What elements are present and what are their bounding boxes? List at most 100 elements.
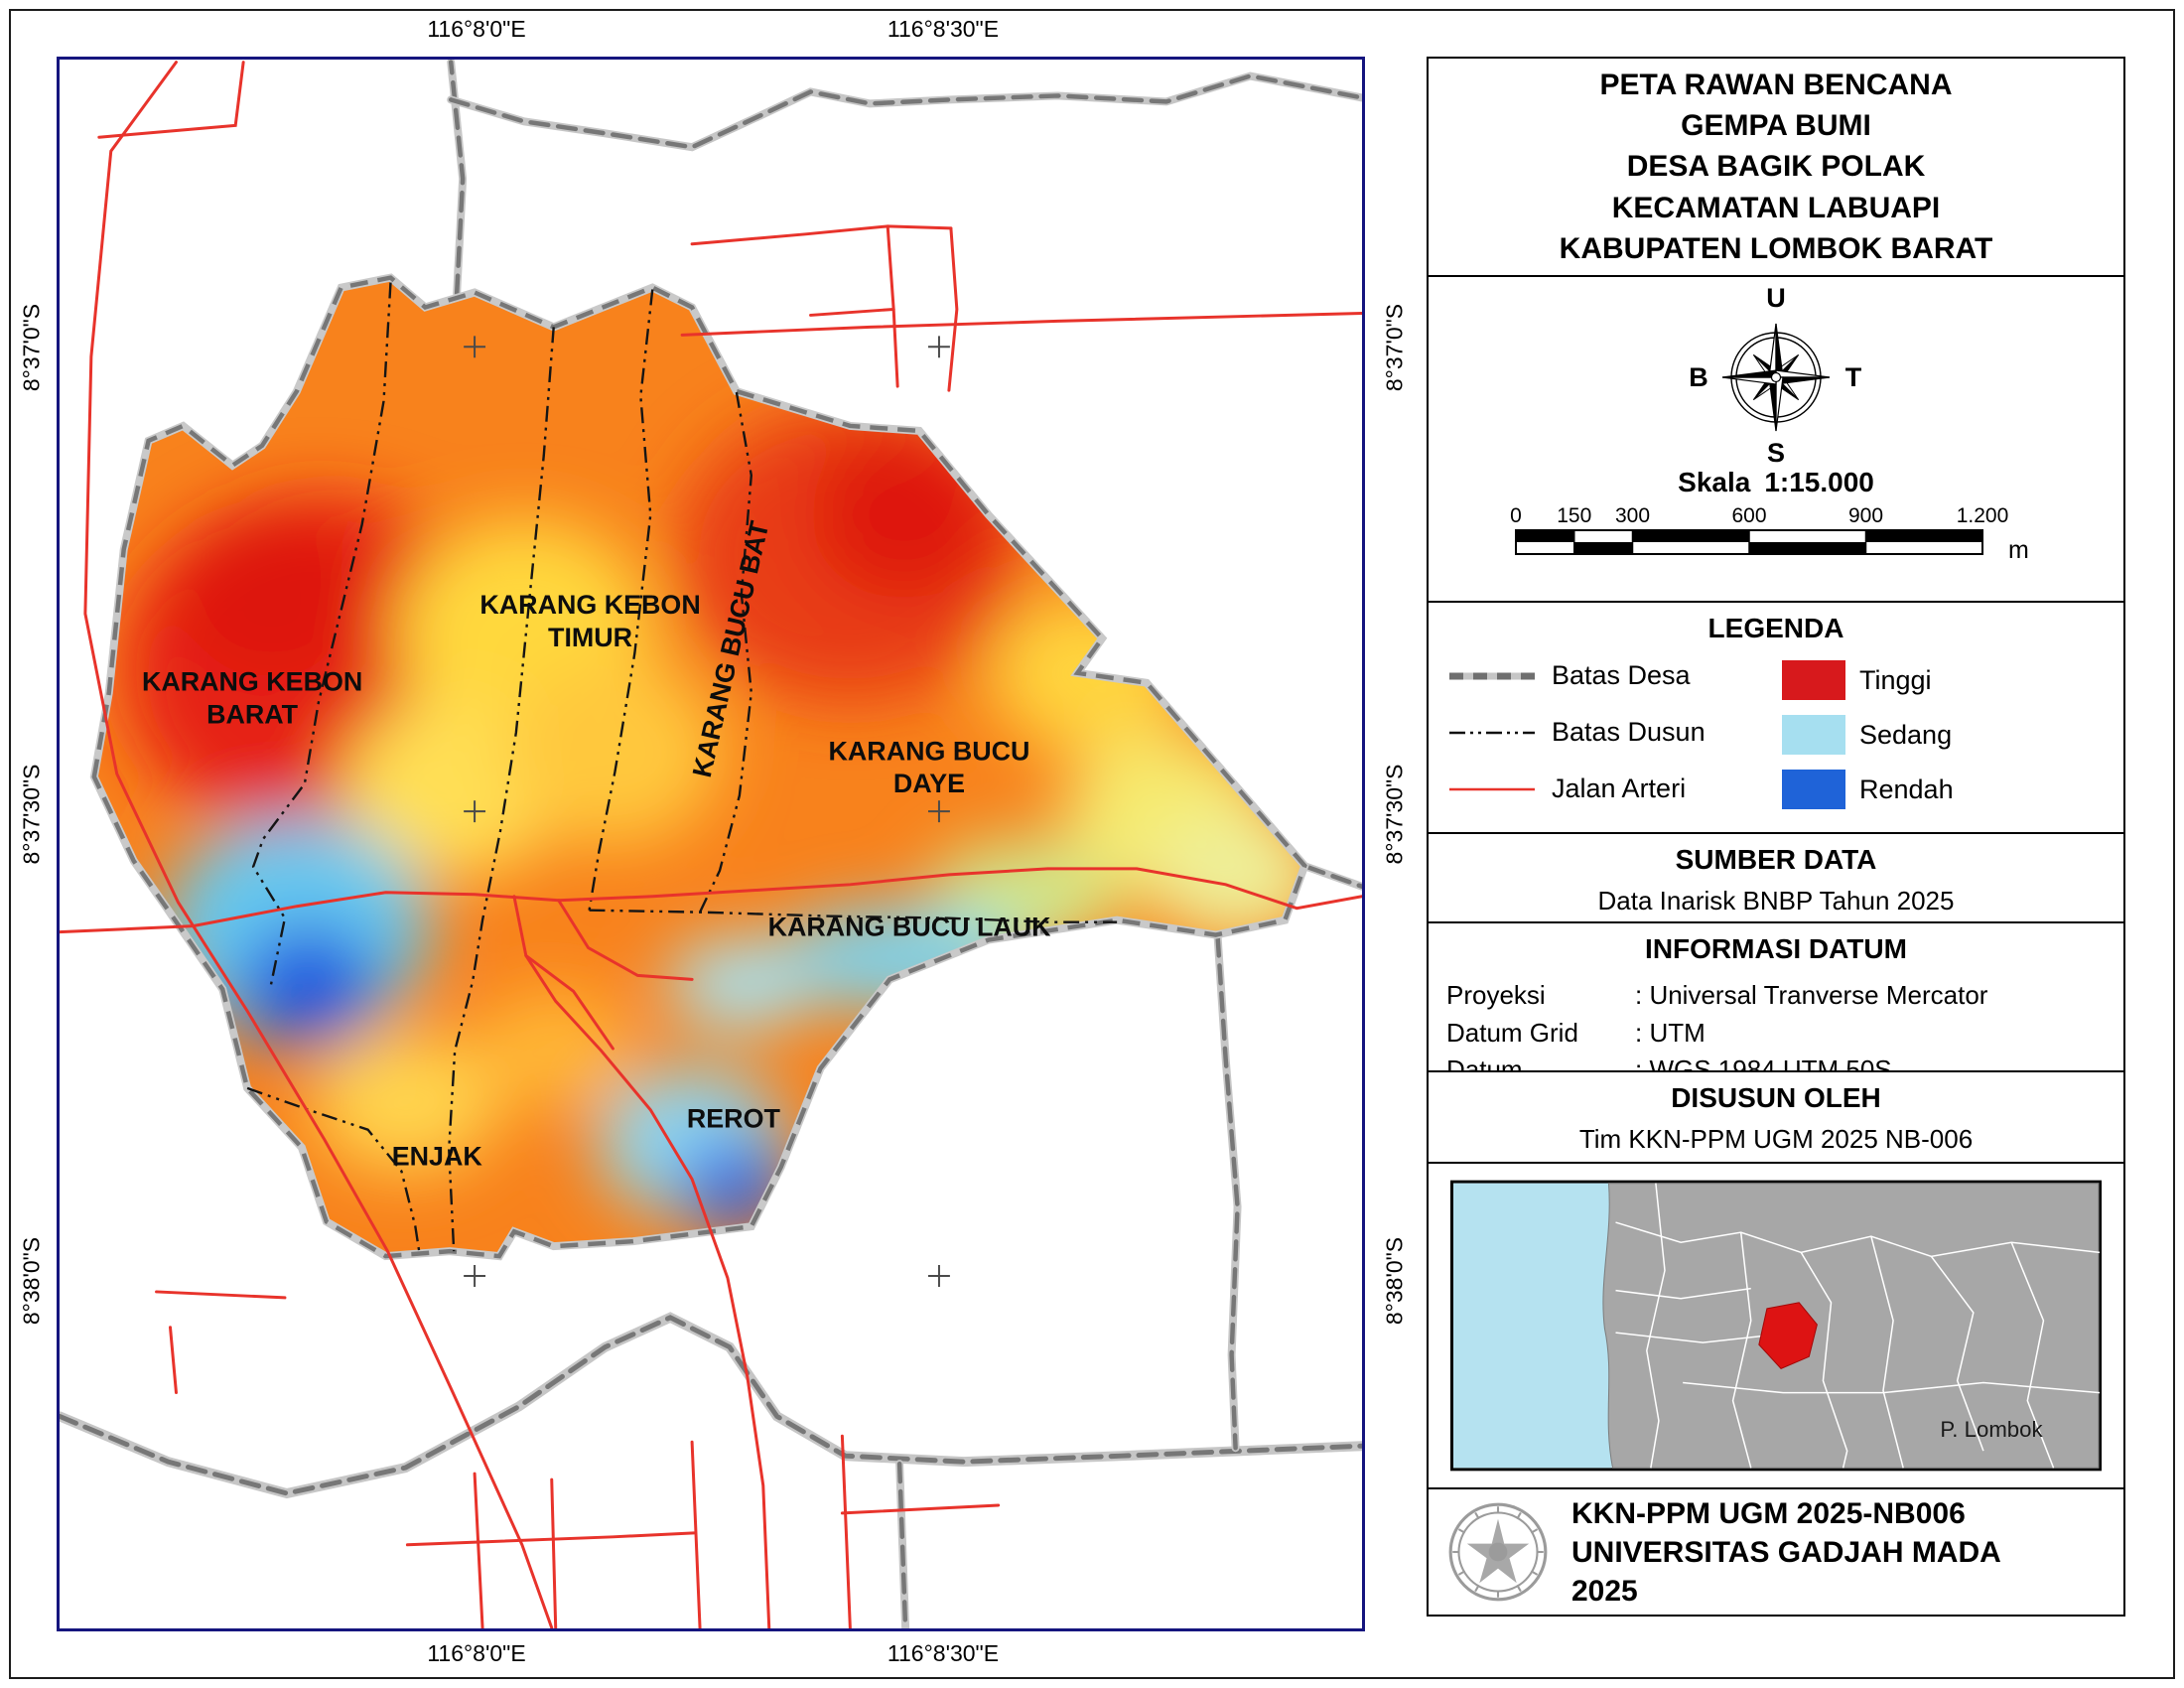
lon-label-bottom-2: 116°8'30"E bbox=[887, 1640, 1000, 1666]
sumber-text: Data Inarisk BNBP Tahun 2025 bbox=[1597, 886, 1955, 915]
legend-label-batas-dusun: Batas Dusun bbox=[1552, 717, 1706, 747]
inset-map: P. Lombok bbox=[1450, 1180, 2102, 1472]
label-karang-bucu-lauk: KARANG BUCU LAUK bbox=[768, 913, 1052, 942]
hazard-heatmap bbox=[93, 277, 1305, 1257]
title-line-4: KECAMATAN LABUAPI bbox=[1611, 191, 1941, 224]
footer-section: KKN-PPM UGM 2025-NB006 UNIVERSITAS GADJA… bbox=[1427, 1487, 2125, 1617]
legend-label-rendah: Rendah bbox=[1859, 774, 1954, 804]
batas-dusun-lines bbox=[246, 282, 1118, 1253]
scale-tick-0: 0 bbox=[1510, 504, 1522, 527]
batas-desa-outside-lines bbox=[60, 60, 1362, 1628]
lon-label-top-1: 116°8'0"E bbox=[427, 16, 526, 42]
footer-line-3: 2025 bbox=[1571, 1574, 1638, 1608]
village-boundary bbox=[89, 273, 1309, 1261]
footer-text: KKN-PPM UGM 2025-NB006 UNIVERSITAS GADJA… bbox=[1571, 1494, 2001, 1611]
legend-item-tinggi: Tinggi bbox=[1782, 660, 2123, 700]
scale-word: Skala bbox=[1678, 467, 1751, 497]
lat-label-right-2: 8°37'30"S bbox=[1381, 764, 1408, 865]
inset-land bbox=[1602, 1183, 2100, 1469]
batas-desa-symbol bbox=[1449, 672, 1535, 679]
title-line-3: DESA BAGIK POLAK bbox=[1626, 150, 1926, 184]
footer-line-2: UNIVERSITAS GADJAH MADA bbox=[1571, 1535, 2001, 1569]
inset-highlight-village bbox=[1758, 1302, 1818, 1370]
label-karang-kebon-timur-2: TIMUR bbox=[548, 623, 632, 652]
legend-label-jalan-arteri: Jalan Arteri bbox=[1552, 774, 1687, 803]
label-rerot: REROT bbox=[687, 1104, 781, 1134]
label-karang-bucu-daye-2: DAYE bbox=[893, 769, 965, 798]
map-title-section: PETA RAWAN BENCANA GEMPA BUMI DESA BAGIK… bbox=[1427, 57, 2125, 277]
legend-fill-items: Tinggi Sedang Rendah bbox=[1764, 660, 2123, 809]
scale-bar: 0 150 300 600 900 1.200 bbox=[1510, 504, 2029, 564]
jalan-arteri-symbol bbox=[1449, 787, 1535, 790]
scale-tick-300: 300 bbox=[1615, 504, 1650, 527]
lat-label-left-3: 8°38'0"S bbox=[18, 1236, 45, 1326]
disusun-title: DISUSUN OLEH bbox=[1671, 1082, 1881, 1113]
datum-rows: Proyeksi : Universal Tranverse Mercator … bbox=[1429, 965, 2123, 1089]
scale-unit: m bbox=[2008, 536, 2029, 564]
scale-ratio: 1:15.000 bbox=[1764, 467, 1874, 497]
label-karang-kebon-barat-2: BARAT bbox=[206, 700, 299, 730]
compass-east-label: T bbox=[1845, 362, 1862, 392]
datum-value-proyeksi: : Universal Tranverse Mercator bbox=[1635, 980, 1988, 1010]
datum-key-proyeksi: Proyeksi bbox=[1446, 980, 1546, 1010]
legend-section: LEGENDA Batas Desa Batas Dusun bbox=[1427, 601, 2125, 834]
disusun-oleh-section: DISUSUN OLEH Tim KKN-PPM UGM 2025 NB-006 bbox=[1427, 1070, 2125, 1164]
disusun-text: Tim KKN-PPM UGM 2025 NB-006 bbox=[1578, 1124, 1974, 1154]
inset-boundaries bbox=[1615, 1183, 2101, 1469]
legend-item-sedang: Sedang bbox=[1782, 715, 2123, 755]
lon-label-bottom-1: 116°8'0"E bbox=[427, 1640, 526, 1666]
legend-label-tinggi: Tinggi bbox=[1859, 664, 1932, 695]
legend-item-jalan-arteri: Jalan Arteri bbox=[1446, 774, 1764, 804]
batas-dusun-symbol bbox=[1449, 731, 1535, 734]
compass-west-label: B bbox=[1689, 362, 1708, 392]
scale-bar-blocks bbox=[1515, 529, 1983, 555]
lat-label-left-2: 8°37'30"S bbox=[18, 764, 45, 865]
scale-text: Skala 1:15.000 bbox=[1678, 467, 1874, 498]
footer-line-1: KKN-PPM UGM 2025-NB006 bbox=[1571, 1496, 1966, 1530]
datum-title: INFORMASI DATUM bbox=[1645, 933, 1907, 964]
roads bbox=[60, 61, 1362, 1628]
sedang-swatch bbox=[1782, 715, 1845, 755]
legend-title: LEGENDA bbox=[1707, 613, 1844, 643]
label-karang-kebon-barat: KARANG KEBON bbox=[142, 667, 362, 697]
info-panel: PETA RAWAN BENCANA GEMPA BUMI DESA BAGIK… bbox=[1427, 57, 2125, 1631]
legend-label-batas-desa: Batas Desa bbox=[1552, 660, 1691, 690]
informasi-datum-section: INFORMASI DATUM Proyeksi : Universal Tra… bbox=[1427, 921, 2125, 1084]
scale-tick-1200: 1.200 bbox=[1957, 504, 2009, 527]
scale-tick-900: 900 bbox=[1848, 504, 1883, 527]
legend-item-batas-dusun: Batas Dusun bbox=[1446, 717, 1764, 748]
label-enjak: ENJAK bbox=[392, 1142, 483, 1172]
lat-label-right-1: 8°37'0"S bbox=[1381, 303, 1408, 392]
sumber-title: SUMBER DATA bbox=[1675, 844, 1877, 875]
legend-item-rendah: Rendah bbox=[1782, 770, 2123, 809]
legend-label-sedang: Sedang bbox=[1859, 719, 1953, 750]
compass-rose-icon: U T S B bbox=[1689, 283, 1862, 465]
title-line-1: PETA RAWAN BENCANA bbox=[1599, 68, 1953, 101]
legend-item-batas-desa: Batas Desa bbox=[1446, 660, 1764, 691]
datum-value-grid: : UTM bbox=[1635, 1017, 1706, 1048]
label-karang-bucu-daye: KARANG BUCU bbox=[829, 736, 1030, 766]
inset-map-section: P. Lombok bbox=[1427, 1162, 2125, 1489]
tinggi-swatch bbox=[1782, 660, 1845, 700]
inset-label: P. Lombok bbox=[1940, 1417, 2043, 1442]
compass-north-label: U bbox=[1766, 283, 1786, 313]
title-line-2: GEMPA BUMI bbox=[1681, 108, 1871, 142]
scale-tick-150: 150 bbox=[1557, 504, 1591, 527]
compass-scale-section: U T S B Skala 1:15.000 0 150 300 600 900… bbox=[1427, 275, 2125, 603]
inset-sea bbox=[1453, 1183, 1612, 1469]
label-karang-kebon-timur: KARANG KEBON bbox=[479, 590, 700, 620]
lat-label-left-1: 8°37'0"S bbox=[18, 303, 45, 392]
lon-label-top-2: 116°8'30"E bbox=[887, 16, 1000, 42]
datum-row-proyeksi: Proyeksi : Universal Tranverse Mercator bbox=[1446, 977, 2123, 1015]
datum-row-grid: Datum Grid : UTM bbox=[1446, 1015, 2123, 1053]
rendah-swatch bbox=[1782, 770, 1845, 809]
datum-key-grid: Datum Grid bbox=[1446, 1017, 1578, 1048]
legend-line-items: Batas Desa Batas Dusun Jalan Arteri bbox=[1446, 660, 1764, 809]
sumber-data-section: SUMBER DATA Data Inarisk BNBP Tahun 2025 bbox=[1427, 832, 2125, 923]
ugm-logo-icon bbox=[1448, 1502, 1548, 1602]
compass-south-label: S bbox=[1767, 438, 1785, 465]
graticule-crosses bbox=[464, 336, 950, 1287]
scale-tick-600: 600 bbox=[1731, 504, 1766, 527]
lat-label-right-3: 8°38'0"S bbox=[1381, 1236, 1408, 1326]
